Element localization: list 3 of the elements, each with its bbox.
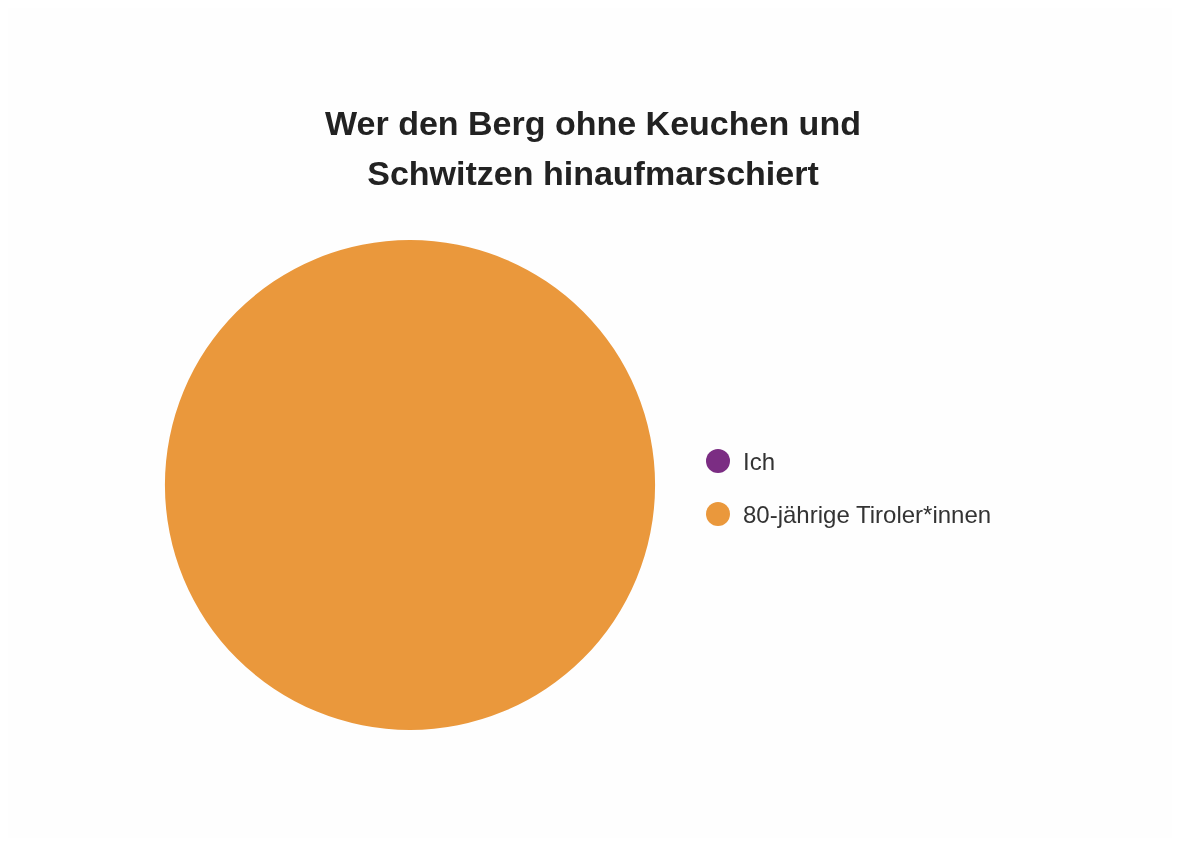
legend-label: 80-jährige Tiroler*innen [743,500,992,528]
legend-label: Ich [743,447,776,475]
chart-title: Wer den Berg ohne Keuchen und Schwitzen hinaufmarschiert [325,104,861,192]
